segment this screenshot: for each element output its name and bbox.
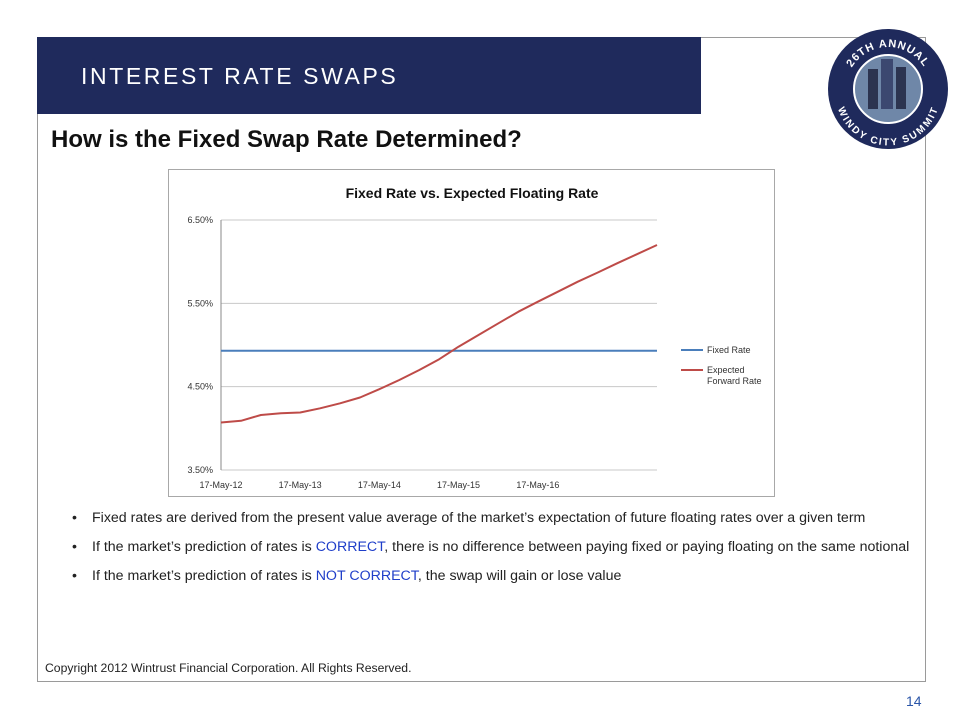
legend-label: Fixed Rate	[707, 345, 751, 355]
y-tick-label: 3.50%	[187, 465, 213, 475]
y-tick-label: 4.50%	[187, 382, 213, 392]
slide-heading: How is the Fixed Swap Rate Determined?	[51, 126, 522, 153]
x-tick-label: 17-May-12	[199, 480, 242, 490]
bullet-list: • Fixed rates are derived from the presen…	[70, 507, 920, 594]
logo-building	[868, 69, 878, 109]
bullet-text: Fixed rates are derived from the present…	[92, 510, 866, 526]
x-tick-label: 17-May-14	[358, 480, 401, 490]
banner-title: INTEREST RATE SWAPS	[81, 63, 399, 89]
copyright-text: Copyright 2012 Wintrust Financial Corpor…	[45, 661, 412, 675]
x-tick-label: 17-May-15	[437, 480, 480, 490]
page-number: 14	[906, 693, 922, 709]
bullet-dot-icon: •	[72, 568, 77, 584]
logo-building	[881, 59, 893, 109]
bullet-dot-icon: •	[72, 539, 77, 555]
bullet-text: , the swap will gain or lose value	[417, 568, 622, 584]
highlight-text: CORRECT	[315, 539, 385, 555]
bullet-dot-icon: •	[72, 510, 77, 526]
title-banner: INTEREST RATE SWAPS	[37, 37, 701, 114]
x-tick-label: 17-May-16	[516, 480, 559, 490]
x-tick-label: 17-May-13	[279, 480, 322, 490]
series-line	[220, 244, 658, 424]
bullet-item: • If the market’s prediction of rates is …	[70, 565, 920, 588]
chart-title: Fixed Rate vs. Expected Floating Rate	[346, 185, 599, 201]
logo-building	[896, 67, 906, 109]
bullet-text: If the market’s prediction of rates is	[92, 539, 316, 555]
y-tick-label: 6.50%	[187, 215, 213, 225]
windy-city-summit-logo: 26TH ANNUAL WINDY CITY SUMMIT	[828, 29, 948, 149]
line-chart: Fixed Rate vs. Expected Floating Rate 3.5…	[187, 185, 762, 490]
y-tick-label: 5.50%	[187, 298, 213, 308]
highlight-text: NOT CORRECT	[315, 568, 418, 584]
bullet-item: • If the market’s prediction of rates is …	[70, 536, 920, 559]
chart-container: Fixed Rate vs. Expected Floating Rate 3.5…	[168, 169, 775, 497]
bullet-text: , there is no difference between paying …	[384, 539, 910, 555]
bullet-item: • Fixed rates are derived from the presen…	[70, 507, 920, 530]
bullet-text: If the market’s prediction of rates is	[92, 568, 316, 584]
legend-label: Expected Forward Rate	[707, 365, 762, 386]
